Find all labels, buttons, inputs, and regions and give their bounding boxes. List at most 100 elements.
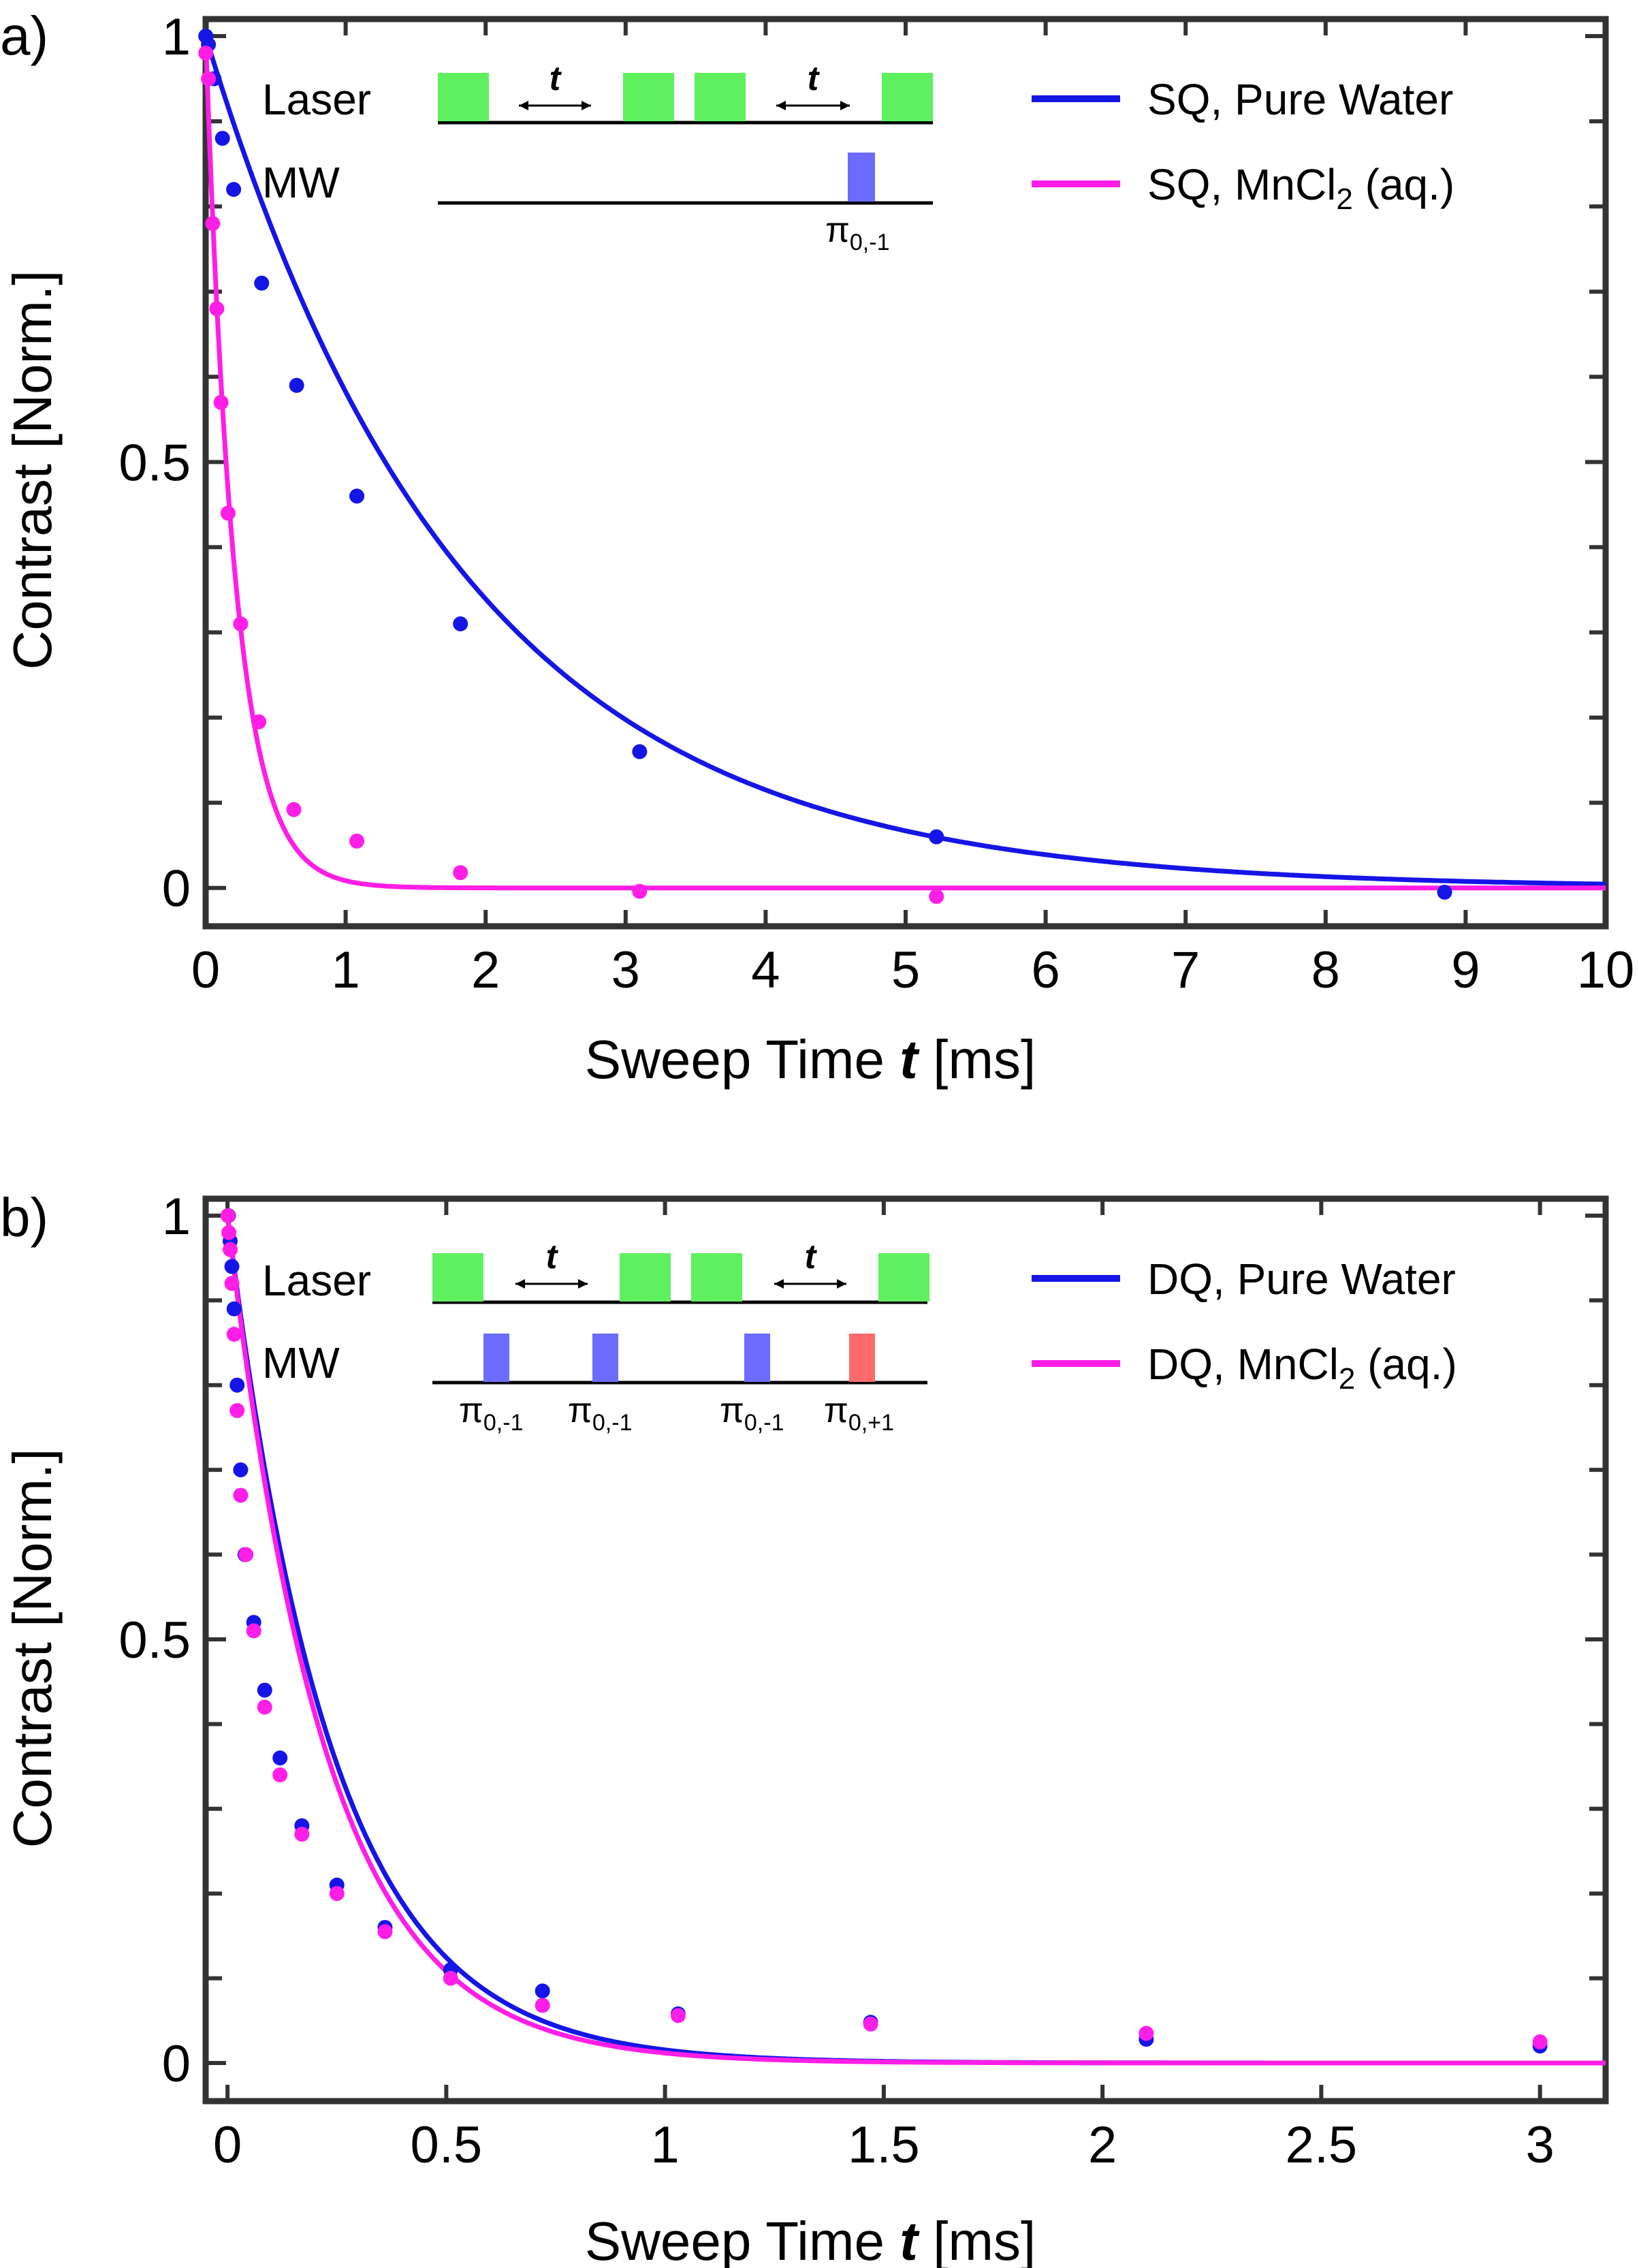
panel-a-delay-label: t	[808, 59, 821, 97]
panel-a-data-point-mncl2	[209, 301, 225, 317]
panel-a-label: a)	[0, 5, 48, 66]
panel-a-x-tick-label: 1	[331, 941, 360, 999]
panel-b-plot-content: 0 0.5 1 1.5 2 2.5 3 0 0.5 1	[118, 1188, 1609, 2174]
panel-a-data-point-mncl2	[233, 616, 249, 631]
panel-b-mw-pulse	[592, 1334, 618, 1382]
panel-b-data-point-water	[229, 1377, 245, 1393]
panel-b-pulse-label: π0,-1	[568, 1391, 632, 1436]
panel-b-data-point-mncl2	[221, 1225, 237, 1240]
panel-a-data-point-mncl2	[929, 889, 944, 904]
panel-b-data-point-mncl2	[257, 1699, 272, 1715]
panel-b-data-point-water	[272, 1750, 288, 1766]
panel-a-data-point-water	[214, 131, 230, 146]
panel-a-y-tick-label: 1	[162, 8, 191, 66]
panel-a-data-point-water	[226, 182, 242, 198]
panel-b-x-tick-label: 0.5	[411, 2116, 483, 2174]
panel-a-pulse-inset: Laser MW t t π0,-1	[262, 59, 933, 255]
panel-b-laser-pulse	[691, 1253, 742, 1302]
panel-a-data-point-mncl2	[453, 865, 468, 881]
panel-b-mw-pulse	[744, 1334, 770, 1382]
panel-b-data-point-mncl2	[226, 1327, 242, 1342]
panel-b-data-point-mncl2	[233, 1487, 249, 1503]
panel-b-laser-pulse	[620, 1253, 671, 1302]
panel-a-x-axis-label: Sweep Time t [ms]	[585, 1029, 1036, 1090]
panel-b-data-point-water	[257, 1682, 272, 1698]
panel-b-y-tick-label: 0	[162, 2035, 191, 2093]
panel-a-chart: a) 0 1 2 3 4 5 6 7 8 9 10 0 0.5 1 Laser MW t t π0,-1	[0, 5, 1634, 1090]
panel-b-pulse-label: π0,-1	[459, 1391, 523, 1436]
panel-a-x-tick-label: 8	[1311, 941, 1340, 999]
panel-b-data-point-water	[224, 1259, 240, 1274]
panel-b-data-point-mncl2	[670, 2008, 686, 2023]
panel-b-delay-label: t	[546, 1238, 559, 1276]
panel-b-legend-label-water: DQ, Pure Water	[1147, 1255, 1456, 1304]
panel-a-data-point-water	[349, 488, 365, 504]
panel-b-plot-frame	[202, 1195, 1609, 2105]
panel-b-data-point-mncl2	[1139, 2026, 1154, 2041]
panel-b-data-point-mncl2	[246, 1623, 261, 1639]
panel-b-laser-pulse	[432, 1253, 483, 1302]
panel-a-data-point-mncl2	[286, 802, 302, 817]
panel-a-y-tick-label: 0.5	[118, 434, 191, 492]
panel-b-data-point-mncl2	[863, 2016, 878, 2032]
panel-a-x-tick-label: 0	[191, 941, 220, 999]
panel-a-legend-label-water: SQ, Pure Water	[1147, 75, 1453, 124]
panel-a-inset-mw-label: MW	[262, 158, 340, 207]
panel-a-data-point-mncl2	[201, 71, 217, 86]
panel-a-pulse-label: π0,-1	[825, 210, 889, 255]
panel-b-data-point-mncl2	[220, 1208, 236, 1223]
panel-b-pulse-label: π0,+1	[824, 1391, 894, 1436]
panel-b-data-point-mncl2	[443, 1970, 458, 1986]
panel-b-data-point-water	[233, 1462, 249, 1478]
panel-a-legend-label-mncl2: SQ, MnCl2 (aq.)	[1147, 160, 1454, 216]
panel-b-x-tick-label: 3	[1525, 2116, 1554, 2174]
panel-a-data-point-water	[1437, 884, 1452, 900]
panel-a-laser-pulse	[623, 73, 674, 121]
panel-b-x-tick-label: 1.5	[848, 2116, 920, 2174]
panel-b-data-point-water	[226, 1301, 242, 1317]
panel-a-data-point-water	[453, 616, 468, 631]
panel-a-data-point-water	[254, 275, 270, 291]
panel-a-x-tick-label: 5	[891, 941, 920, 999]
panel-a-laser-pulse	[882, 73, 933, 121]
panel-a-x-tick-label: 3	[611, 941, 640, 999]
panel-a-data-point-water	[632, 744, 648, 759]
panel-b-data-point-mncl2	[329, 1886, 345, 1902]
panel-a-x-tick-label: 2	[471, 941, 500, 999]
panel-b-data-point-mncl2	[224, 1276, 240, 1291]
panel-a-data-point-mncl2	[349, 833, 365, 849]
panel-a-x-tick-label: 10	[1577, 941, 1635, 999]
panel-a-x-tick-label: 4	[751, 941, 780, 999]
panel-b-pulse-inset: Laser MW t t π0,-1 π0,-1 π0,-1	[262, 1238, 929, 1436]
panel-a-y-axis-label: Contrast [Norm.]	[2, 270, 63, 670]
panel-a-data-point-mncl2	[205, 216, 221, 232]
panel-b-delay-label: t	[805, 1238, 818, 1276]
panel-b-data-point-mncl2	[272, 1767, 288, 1783]
panel-a-x-tick-label: 6	[1031, 941, 1060, 999]
panel-b-x-axis-label: Sweep Time t [ms]	[585, 2211, 1036, 2268]
panel-b-laser-pulse	[878, 1253, 929, 1302]
panel-b-mw-pulse	[849, 1334, 875, 1382]
panel-a-data-point-water	[929, 829, 944, 845]
panel-b-legend: DQ, Pure Water DQ, MnCl2 (aq.)	[1032, 1255, 1457, 1396]
panel-b-delay-arrow	[515, 1279, 588, 1289]
panel-a-delay-arrow	[519, 101, 591, 110]
panel-b-data-point-mncl2	[238, 1547, 254, 1562]
panel-b-data-point-mncl2	[229, 1403, 245, 1419]
panel-a-laser-pulse	[438, 73, 489, 121]
panel-a-laser-pulse	[695, 73, 746, 121]
panel-b-data-point-mncl2	[377, 1924, 393, 1940]
panel-a-plot-content: 0 1 2 3 4 5 6 7 8 9 10 0 0.5 1	[118, 8, 1634, 999]
panel-b-data-point-mncl2	[1532, 2034, 1548, 2049]
panel-a-data-point-mncl2	[213, 394, 229, 410]
panel-b-data-point-mncl2	[222, 1242, 238, 1257]
panel-a-inset-laser-label: Laser	[262, 75, 371, 124]
panel-a-data-point-mncl2	[251, 714, 267, 729]
panel-a-x-tick-label: 9	[1451, 941, 1480, 999]
panel-b-y-axis-label: Contrast [Norm.]	[2, 1449, 63, 1848]
panel-a-x-tick-label: 7	[1171, 941, 1200, 999]
panel-a-data-point-mncl2	[632, 883, 648, 899]
panel-a-plot-frame	[202, 16, 1609, 930]
panel-a-data-point-mncl2	[220, 505, 236, 521]
